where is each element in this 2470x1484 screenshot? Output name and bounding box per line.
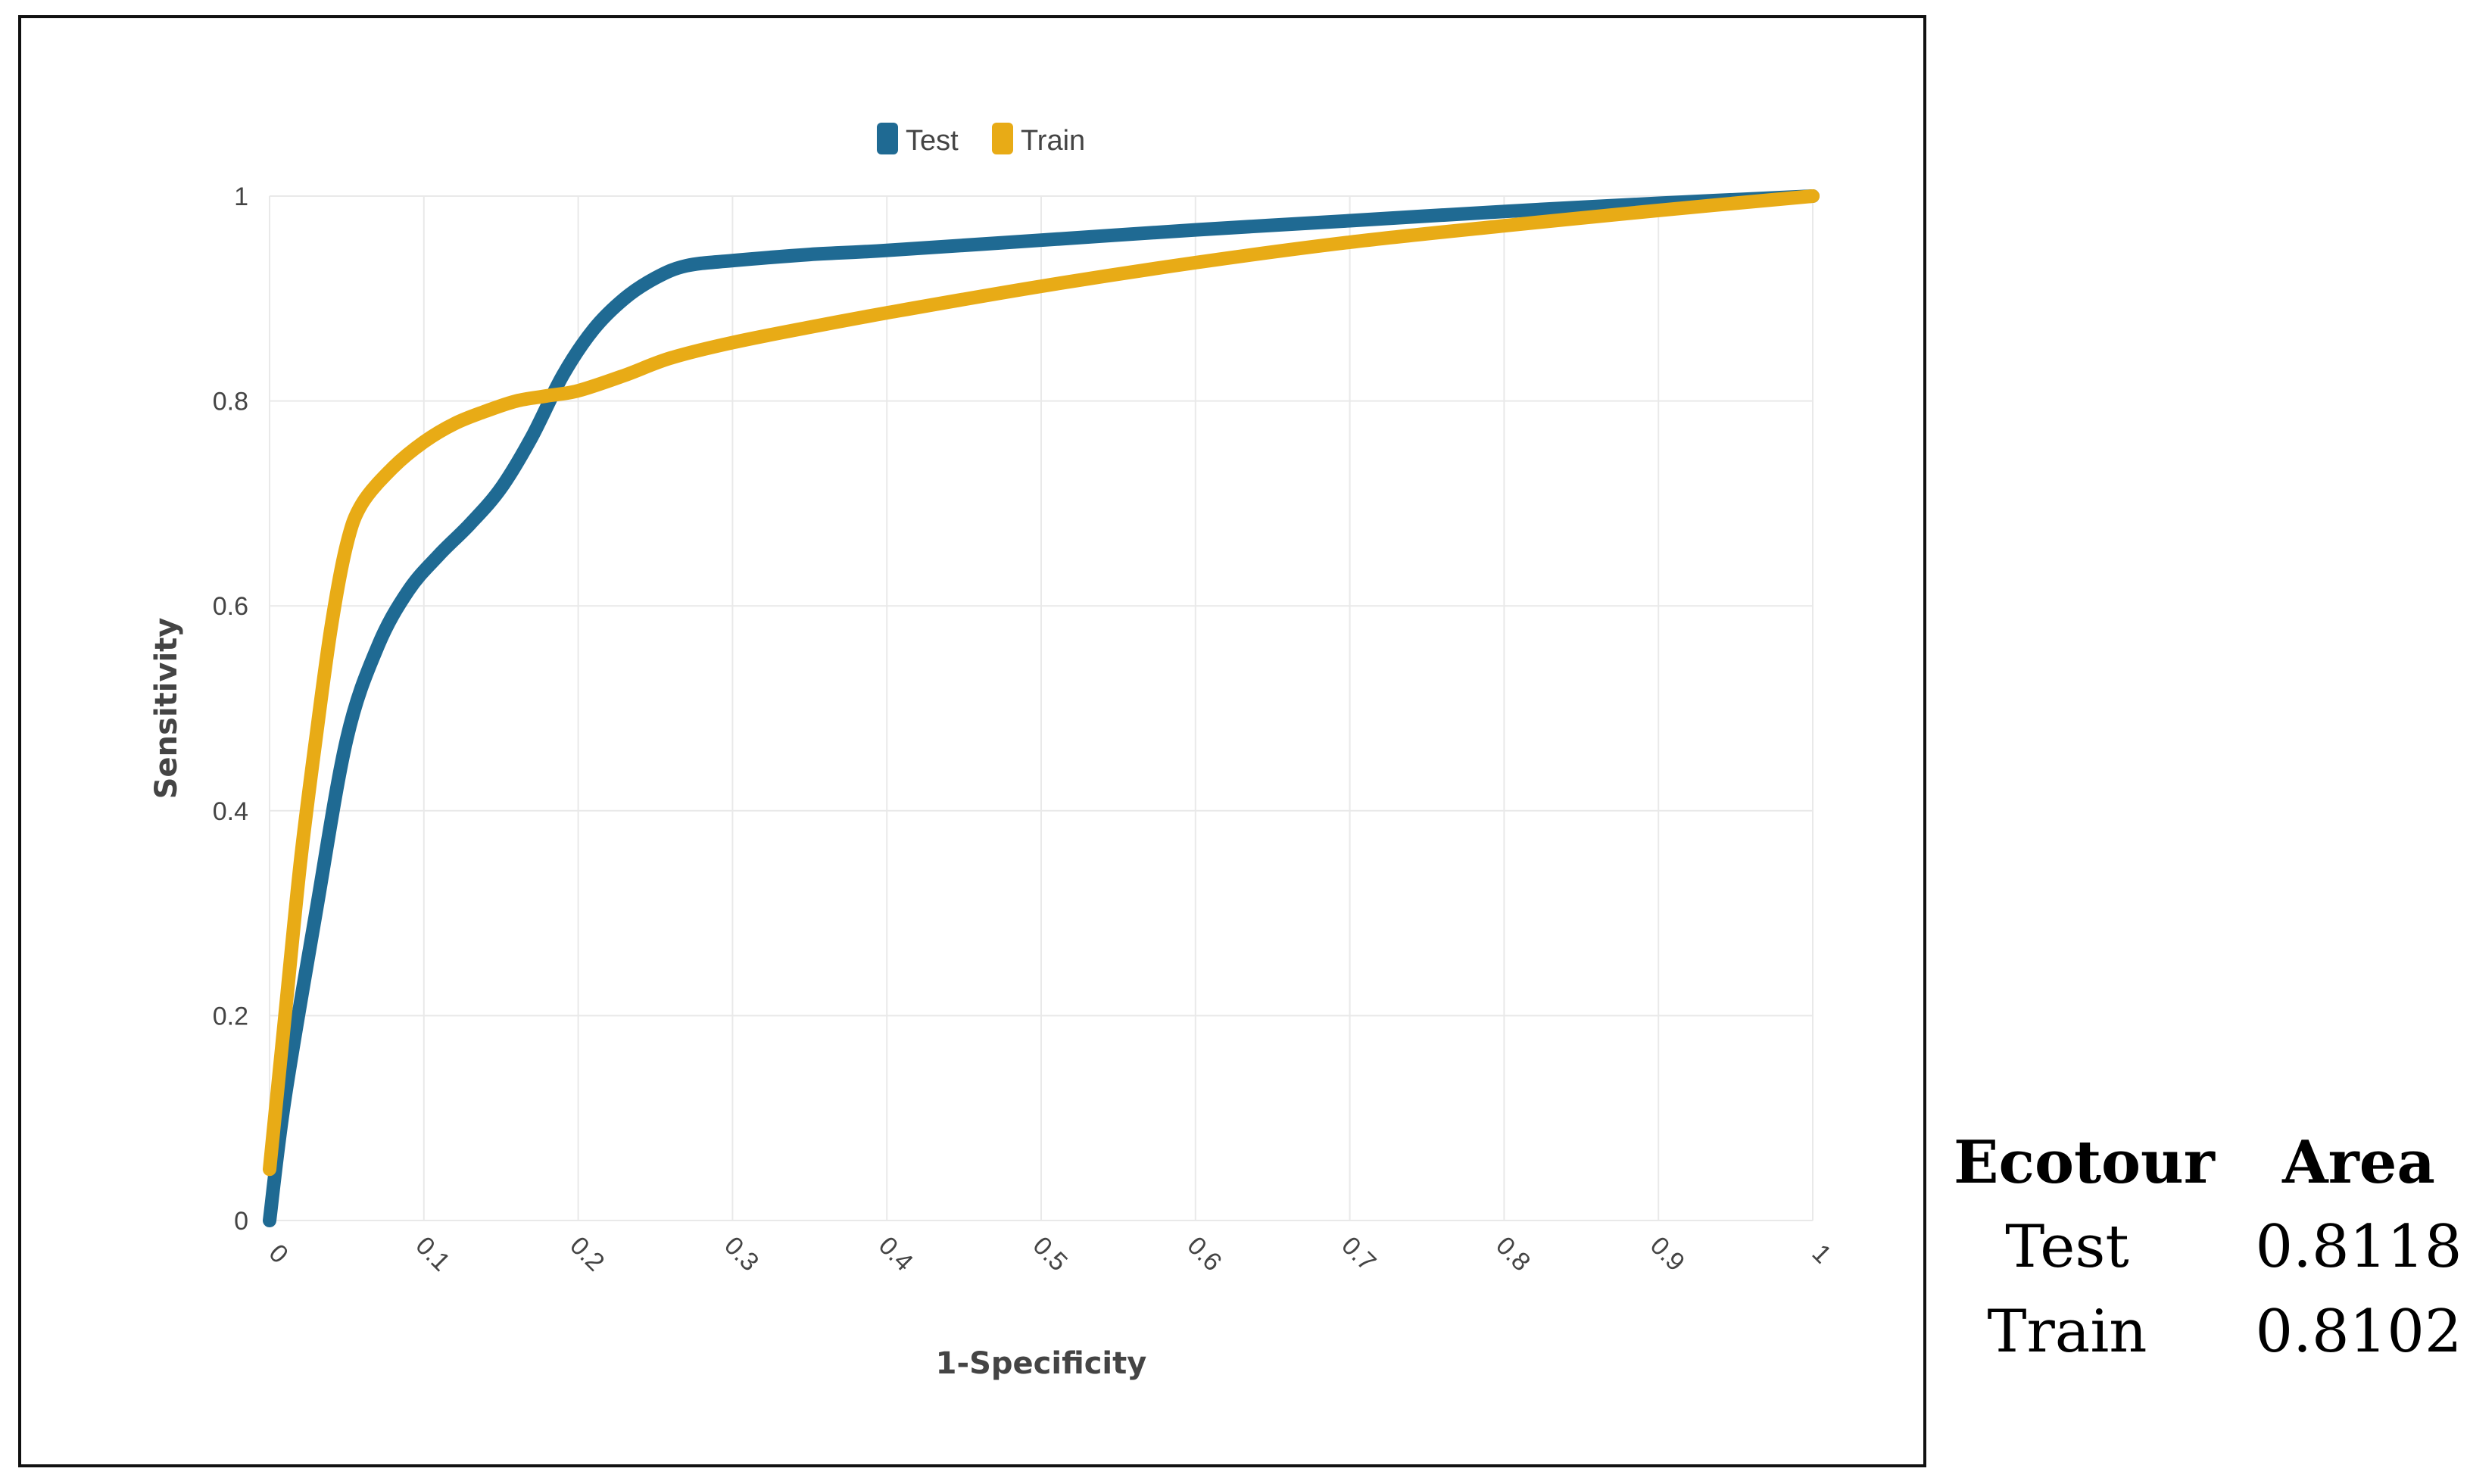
y-tick-label: 0.2: [213, 1002, 248, 1030]
y-axis-title: Sensitivity: [149, 618, 184, 800]
y-tick-label: 0.4: [213, 797, 248, 826]
series-line-train: [263, 189, 1820, 1177]
x-tick-label: 0.7: [1336, 1231, 1381, 1277]
auc-row-value: 0.8102: [2255, 1298, 2462, 1366]
x-tick-label: 0.9: [1645, 1231, 1690, 1277]
legend-label-train: Train: [1021, 125, 1085, 157]
x-tick-label: 0.1: [410, 1231, 455, 1277]
auc-header-ecotour: Ecotour: [1954, 1128, 2215, 1197]
x-axis-ticks: 0 0.1 0.2 0.3 0.4 0.5 0.6 0.7 0.8 0.9 1: [264, 1231, 1837, 1277]
x-tick-label: 1: [1807, 1239, 1837, 1269]
y-tick-label: 0: [234, 1207, 248, 1236]
auc-header-area: Area: [2282, 1128, 2435, 1197]
roc-chart: 0 0.1 0.2 0.3 0.4 0.5 0.6 0.7 0.8 0.9 1 0 0.2 0.4 0.6…: [149, 123, 1837, 1381]
grid: [269, 195, 1814, 1221]
x-tick-label: 0.8: [1490, 1231, 1536, 1277]
auc-row-test: Test 0.8118: [1954, 1213, 2468, 1296]
y-tick-label: 0.8: [213, 388, 248, 416]
legend-swatch-train: [992, 123, 1013, 154]
auc-row-value: 0.8118: [2255, 1213, 2462, 1281]
legend-swatch-test: [877, 123, 898, 154]
x-tick-label: 0.6: [1181, 1231, 1227, 1277]
legend-label-test: Test: [906, 125, 959, 157]
auc-row-label: Train: [1987, 1298, 2147, 1366]
auc-row-label: Test: [2005, 1213, 2129, 1281]
chart-frame: 0 0.1 0.2 0.3 0.4 0.5 0.6 0.7 0.8 0.9 1 0 0.2 0.4 0.6…: [18, 15, 1926, 1467]
auc-row-train: Train 0.8102: [1954, 1298, 2468, 1381]
y-tick-label: 0.6: [213, 592, 248, 621]
auc-table-header: Ecotour Area: [1954, 1128, 2468, 1211]
x-tick-label: 0.5: [1028, 1231, 1073, 1277]
x-tick-label: 0.3: [719, 1231, 764, 1277]
series-lines: [263, 189, 1820, 1227]
series-line-test: [263, 189, 1820, 1227]
legend: Test Train: [877, 123, 1085, 157]
x-tick-label: 0: [264, 1239, 294, 1269]
x-tick-label: 0.4: [873, 1231, 918, 1277]
y-tick-label: 1: [234, 182, 248, 211]
x-tick-label: 0.2: [564, 1231, 610, 1277]
x-axis-title: 1-Specificity: [936, 1346, 1147, 1381]
y-axis-ticks: 0 0.2 0.4 0.6 0.8 1: [213, 182, 248, 1236]
